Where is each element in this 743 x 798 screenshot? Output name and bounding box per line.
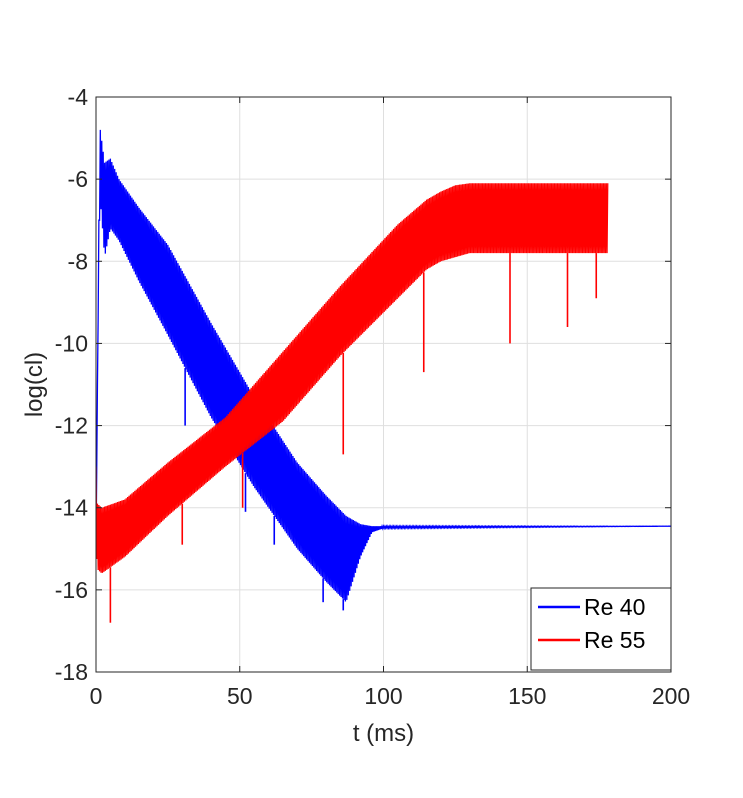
y-tick-label: -14 bbox=[55, 495, 88, 521]
y-tick-label: -8 bbox=[68, 248, 88, 274]
y-tick-label: -18 bbox=[55, 659, 88, 685]
y-tick-label: -16 bbox=[55, 577, 88, 603]
legend-box bbox=[530, 587, 672, 671]
x-tick-label: 0 bbox=[90, 683, 103, 709]
x-tick-label: 150 bbox=[508, 683, 546, 709]
y-tick-label: -12 bbox=[55, 413, 88, 439]
tick-marks bbox=[95, 96, 672, 673]
x-tick-labels: 0 50 100 150 200 bbox=[90, 683, 691, 709]
legend: Re 40 Re 55 bbox=[530, 587, 672, 671]
y-tick-labels: -4 -6 -8 -10 -12 -14 -16 -18 bbox=[55, 84, 88, 685]
series-line bbox=[96, 183, 609, 573]
series-layer bbox=[96, 129, 671, 623]
x-tick-label: 100 bbox=[364, 683, 402, 709]
series-re-55 bbox=[96, 183, 609, 623]
y-axis-title: log(cl) bbox=[21, 352, 48, 417]
y-tick-label: -6 bbox=[68, 166, 88, 192]
legend-label: Re 40 bbox=[584, 594, 645, 620]
x-tick-label: 200 bbox=[652, 683, 690, 709]
y-tick-label: -10 bbox=[55, 330, 88, 356]
series-re-40 bbox=[96, 129, 671, 611]
y-tick-label: -4 bbox=[68, 84, 89, 110]
series-line bbox=[96, 129, 671, 602]
x-axis-title: t (ms) bbox=[353, 720, 414, 747]
legend-label: Re 55 bbox=[584, 627, 645, 653]
x-tick-label: 50 bbox=[227, 683, 253, 709]
